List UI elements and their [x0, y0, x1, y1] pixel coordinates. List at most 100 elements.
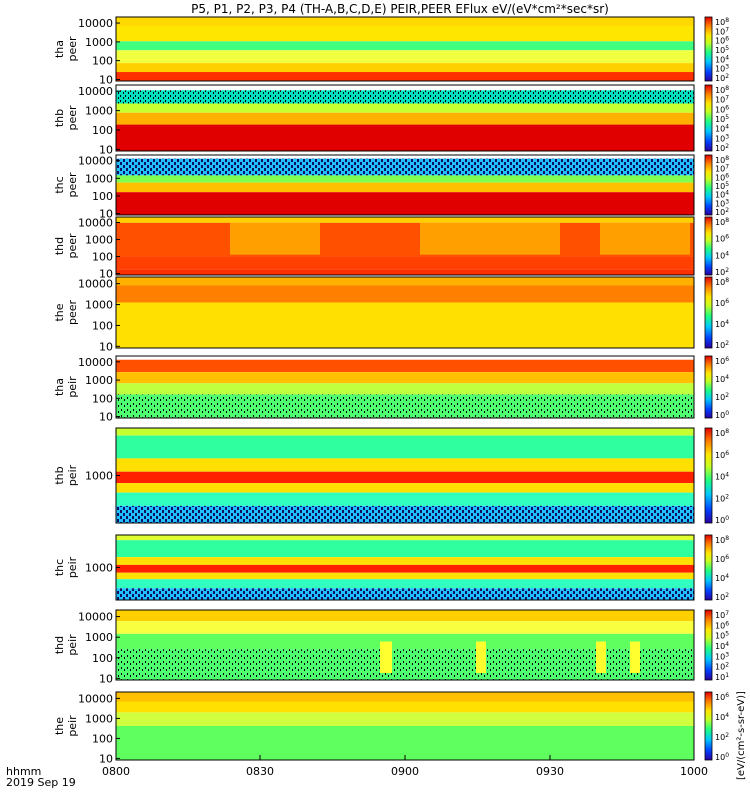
spectral-band [116, 621, 694, 634]
colorbar [704, 355, 713, 419]
y-axis-label-species: peir [66, 715, 79, 737]
spectral-patch [230, 222, 320, 255]
spectral-band [116, 50, 694, 64]
colorbar-tick-label: 106 [715, 172, 729, 182]
spectrogram-panel-tha-peir: 10 100 1000 10000 tha peir 106 104 102 100 [53, 355, 729, 424]
panel-frame [115, 16, 695, 82]
colorbar-tick-label: 108 [715, 277, 729, 287]
spectral-band [116, 692, 694, 702]
colorbar-tick-label: 107 [715, 164, 729, 174]
colorbar-tick-label: 104 [715, 190, 729, 200]
y-tick-label: 1000 [85, 105, 113, 118]
y-axis-label-probe: the [53, 303, 66, 321]
colorbar-tick-label: 107 [715, 610, 729, 620]
colorbar-tick-label: 100 [715, 515, 729, 525]
y-axis-label-probe: the [53, 717, 66, 735]
y-tick-label: 1000 [85, 712, 113, 725]
y-tick-label: 10 [99, 672, 113, 685]
spectral-band [116, 256, 694, 270]
spectral-band [116, 124, 694, 151]
colorbar [704, 16, 713, 82]
colorbar-tick-label: 101 [715, 672, 729, 682]
colorbar-tick-label: 104 [715, 374, 729, 384]
spectral-band [116, 383, 694, 395]
spectral-band [116, 285, 694, 303]
spectral-patch [476, 641, 486, 673]
colorbar-tick-label: 108 [715, 428, 729, 438]
colorbar-tick-label: 102 [715, 207, 729, 217]
y-tick-label: 100 [92, 732, 113, 745]
spectral-patch [630, 641, 640, 673]
spectral-band [116, 428, 694, 436]
spectral-band [116, 175, 694, 183]
panel-frame [115, 609, 695, 681]
colorbar [704, 216, 713, 276]
colorbar-tick-label: 106 [715, 104, 729, 114]
spectrogram-panel-thc-peir: 1000 thc peir 108 106 104 102 [53, 534, 729, 602]
spectral-band [116, 90, 694, 104]
colorbar-tick-label: 102 [715, 392, 729, 402]
spectral-band [116, 483, 694, 493]
spectrogram-panel-thc-peer: 10 100 1000 10000 thc peer 1081071061051041031… [53, 154, 729, 221]
spectral-band [116, 85, 694, 91]
y-tick-label: 1000 [85, 374, 113, 387]
spectral-patch [596, 641, 606, 673]
y-tick-label: 1000 [85, 36, 113, 49]
y-tick-label: 10 [99, 208, 113, 221]
colorbar-tick-label: 104 [715, 472, 729, 482]
colorbar-tick-label: 104 [715, 319, 729, 329]
spectral-band [116, 182, 694, 193]
spectrogram-panel-thb-peir: 1000 thb peir 108 106 104 102 100 [53, 427, 729, 525]
y-axis-label-species: peer [66, 300, 79, 326]
spectral-band [116, 726, 694, 760]
x-axis-date-label: 2019 Sep 19 [6, 776, 76, 789]
y-tick-label: 100 [92, 652, 113, 665]
spectral-band [116, 372, 694, 384]
y-tick-label: 10 [99, 411, 113, 424]
colorbar-tick-label: 107 [715, 95, 729, 105]
spectral-band [116, 633, 694, 650]
figure-title: P5, P1, P2, P3, P4 (TH-A,B,C,D,E) PEIR,P… [191, 2, 609, 16]
y-tick-label: 100 [92, 55, 113, 68]
colorbar-tick-label: 105 [715, 181, 729, 191]
y-tick-label: 10000 [78, 692, 113, 705]
colorbar-tick-label: 103 [715, 198, 729, 208]
y-tick-label: 1000 [85, 562, 113, 575]
y-axis-label-probe: thb [53, 109, 66, 127]
y-axis-label-probe: thc [53, 176, 66, 193]
colorbar [704, 534, 713, 601]
spectral-band [116, 72, 694, 81]
colorbar-tick-label: 106 [715, 234, 729, 244]
colorbar-tick-label: 102 [715, 267, 729, 277]
colorbar [704, 84, 713, 152]
y-axis-label-probe: tha [53, 378, 66, 396]
colorbar-tick-label: 108 [715, 155, 729, 165]
spectral-band [116, 112, 694, 125]
y-tick-label: 10 [99, 268, 113, 281]
spectral-band [116, 610, 694, 622]
y-tick-label: 10000 [78, 17, 113, 30]
spectral-band [116, 535, 694, 541]
spectral-band [116, 712, 694, 726]
colorbar-tick-label: 100 [715, 410, 729, 420]
spectral-patch [380, 641, 392, 673]
colorbar-tick-label: 102 [715, 143, 729, 153]
y-tick-label: 100 [92, 124, 113, 137]
panel-frame [115, 154, 695, 216]
colorbar-tick-label: 103 [715, 651, 729, 661]
y-axis-label-probe: thc [53, 559, 66, 576]
colorbar-tick-label: 102 [715, 493, 729, 503]
colorbar-tick-label: 104 [715, 712, 729, 722]
y-tick-label: 10000 [78, 85, 113, 98]
colorbar-tick-label: 105 [715, 45, 729, 55]
y-axis-label-species: peir [66, 634, 79, 656]
colorbar-tick-label: 104 [715, 573, 729, 583]
colorbar-tick-label: 104 [715, 250, 729, 260]
colorbar [704, 276, 713, 349]
colorbar [704, 154, 713, 216]
spectral-band [116, 492, 694, 506]
y-tick-label: 10 [99, 340, 113, 353]
spectral-band [116, 572, 694, 580]
spectral-band [116, 557, 694, 565]
spectrogram-panel-the-peer: 10 100 1000 10000 the peer 108 106 104 102 [53, 276, 729, 353]
